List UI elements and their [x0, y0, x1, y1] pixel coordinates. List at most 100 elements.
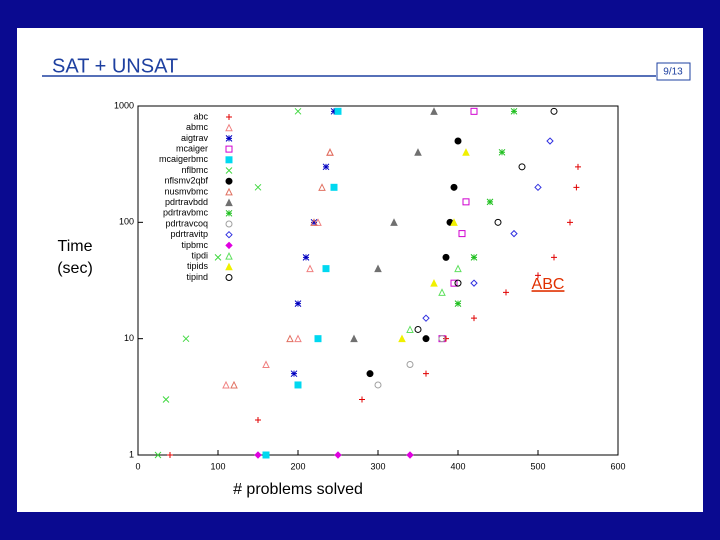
- data-point: [406, 451, 414, 459]
- x-tick-label: 300: [370, 461, 385, 471]
- legend-label: mcaigerbmc: [159, 154, 209, 164]
- data-point: [167, 452, 173, 458]
- data-point: [458, 230, 466, 238]
- data-point: [294, 107, 302, 115]
- data-point: [255, 416, 261, 423]
- legend-label: pdrtravbdd: [165, 197, 208, 207]
- data-point: [422, 314, 430, 322]
- y-tick-label: 1000: [114, 100, 134, 110]
- legend-marker: [225, 230, 233, 239]
- data-point: [494, 218, 502, 226]
- data-point: [374, 381, 382, 389]
- legend-label: pdrtravcoq: [165, 218, 208, 228]
- legend-marker: [225, 209, 233, 217]
- x-tick-label: 400: [450, 461, 465, 471]
- x-axis-label: # problems solved: [233, 481, 363, 498]
- data-point: [306, 264, 314, 273]
- data-point: [423, 370, 429, 377]
- data-point: [450, 279, 458, 287]
- data-point: [454, 300, 462, 308]
- data-point: [182, 335, 190, 343]
- legend-label: tipind: [186, 272, 208, 282]
- data-point: [294, 381, 302, 389]
- y-tick-label: 10: [124, 333, 134, 343]
- data-point: [510, 229, 518, 238]
- data-point: [406, 325, 414, 333]
- legend-label: aigtrav: [181, 133, 209, 143]
- data-point: [286, 334, 294, 343]
- legend-marker: [225, 251, 233, 260]
- legend-label: tipbmc: [181, 240, 208, 250]
- data-point: [374, 264, 382, 273]
- legend-marker: [225, 167, 233, 174]
- data-point: [430, 107, 438, 115]
- y-tick-label: 100: [119, 217, 134, 227]
- legend-marker: [225, 187, 233, 196]
- data-point: [334, 107, 342, 115]
- legend-label: mcaiger: [176, 143, 208, 153]
- legend-marker: [225, 156, 233, 164]
- data-point: [294, 334, 302, 343]
- legend-marker: [225, 123, 233, 132]
- legend-label: pdrtravitp: [170, 229, 208, 239]
- data-point: [510, 107, 518, 115]
- data-point: [503, 289, 509, 296]
- data-point: [443, 335, 449, 342]
- legend-label: nflsmv2qbf: [164, 176, 208, 186]
- data-point: [322, 265, 330, 273]
- y-axis-label: Time (sec): [57, 238, 93, 277]
- data-point: [302, 253, 310, 261]
- legend-label: abc: [193, 111, 208, 121]
- data-point: [398, 334, 406, 343]
- data-point: [450, 218, 458, 226]
- x-tick-label: 600: [610, 461, 625, 471]
- data-point: [390, 218, 398, 226]
- legend-label: pdrtravbmc: [163, 208, 209, 218]
- x-tick-label: 200: [290, 461, 305, 471]
- legend-marker: [225, 220, 233, 228]
- slide-background: [17, 28, 703, 512]
- x-tick-label: 100: [210, 461, 225, 471]
- data-point: [454, 279, 462, 287]
- page-box: [656, 62, 691, 81]
- data-point: [330, 107, 338, 115]
- data-point: [162, 396, 170, 403]
- data-point: [314, 335, 322, 343]
- data-point: [326, 148, 334, 156]
- data-point: [422, 335, 430, 343]
- data-point: [318, 183, 326, 191]
- data-point: [534, 183, 542, 192]
- data-point: [222, 380, 230, 389]
- data-point: [262, 360, 270, 368]
- data-point: [486, 198, 494, 206]
- legend-label: nflbmc: [181, 165, 208, 175]
- annotation: ABC: [532, 276, 565, 293]
- data-point: [334, 451, 342, 459]
- data-point: [498, 148, 506, 156]
- data-point: [438, 335, 446, 343]
- data-point: [462, 198, 470, 206]
- data-point: [310, 218, 318, 226]
- data-point: [438, 288, 446, 296]
- data-point: [470, 279, 478, 287]
- x-tick-label: 500: [530, 461, 545, 471]
- legend-marker: [225, 135, 233, 142]
- data-point: [322, 163, 330, 171]
- data-point: [214, 253, 222, 261]
- legend-marker: [225, 177, 233, 185]
- data-point: [294, 300, 302, 308]
- data-point: [359, 396, 365, 403]
- legend-label: tipids: [187, 261, 209, 271]
- data-point: [330, 183, 338, 191]
- data-point: [551, 254, 557, 261]
- data-point: [290, 370, 298, 378]
- data-point: [471, 315, 477, 322]
- legend-marker: [225, 241, 233, 250]
- data-point: [254, 183, 262, 191]
- data-point: [310, 218, 318, 226]
- data-point: [470, 107, 478, 115]
- data-point: [535, 272, 541, 279]
- y-tick-label: 1: [129, 449, 134, 459]
